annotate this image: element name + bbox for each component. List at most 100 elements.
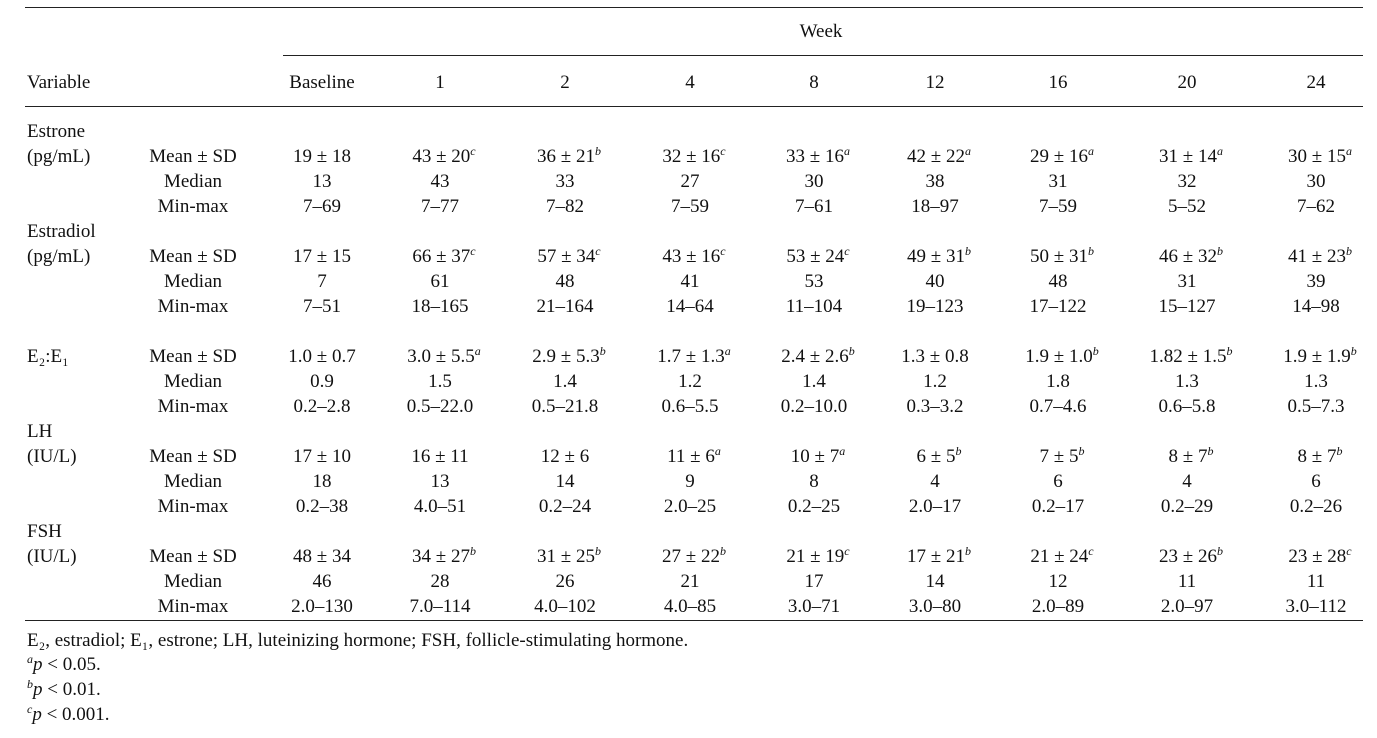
cell-value: 17–122 <box>1029 296 1087 317</box>
column-header: Baseline <box>289 72 355 93</box>
cell: 19 ± 18 <box>293 145 351 169</box>
cell-value: 0.5–21.8 <box>531 396 599 417</box>
cell: 9 <box>685 470 695 494</box>
cell: 21 ± 24c <box>1030 545 1093 569</box>
cell-value: 7–59 <box>1039 196 1077 217</box>
significance-mark: a <box>714 444 721 458</box>
cell: 7–69 <box>303 195 341 219</box>
significance-mark: b <box>1216 244 1223 258</box>
variable-name: (IU/L) <box>27 446 77 467</box>
cell: 3.0–112 <box>1285 595 1346 619</box>
cell: 0.5–22.0 <box>407 395 474 419</box>
cell-value: 57 ± 34 <box>537 246 596 267</box>
cell-value: 12 <box>1048 571 1068 592</box>
significance-mark: c <box>1346 544 1352 558</box>
cell: 46 ± 32b <box>1159 245 1223 269</box>
cell: 21–164 <box>537 295 594 319</box>
significance-mark: b <box>599 344 606 358</box>
significance-mark: b <box>848 344 855 358</box>
cell: 36 ± 21b <box>537 145 601 169</box>
footnote-text: < 0.001. <box>41 704 110 725</box>
cell-value: 43 <box>430 171 450 192</box>
cell-value: 14 <box>925 571 945 592</box>
cell-value: 21 <box>680 571 700 592</box>
cell: 14 <box>926 570 945 594</box>
cell-value: 1.3 ± 0.8 <box>901 346 969 367</box>
significance-mark: a <box>1345 144 1352 158</box>
cell-value: 43 ± 16 <box>662 246 721 267</box>
cell: 0.6–5.8 <box>1159 395 1216 419</box>
footnote-mark: a <box>27 652 33 666</box>
cell-value: 3.0–112 <box>1285 596 1347 617</box>
footnote: E₂, estradiol; E₁, estrone; LH, luteiniz… <box>27 629 688 653</box>
cell: 6 <box>1053 470 1063 494</box>
stat-label: Mean ± SD <box>149 246 237 267</box>
cell-value: 30 <box>804 171 824 192</box>
cell: 66 ± 37c <box>412 245 475 269</box>
cell: 0.2–26 <box>1290 495 1342 519</box>
variable-name: (pg/mL) <box>27 246 91 267</box>
cell: 7–51 <box>303 295 341 319</box>
cell: 4 <box>1182 470 1192 494</box>
cell: 18 <box>313 470 332 494</box>
cell: 14–98 <box>1292 295 1340 319</box>
cell-value: 7.0–114 <box>409 596 471 617</box>
cell-value: 2.4 ± 2.6 <box>781 346 849 367</box>
cell: 30 ± 15a <box>1288 145 1352 169</box>
cell-value: 66 ± 37 <box>412 246 471 267</box>
cell-value: 48 <box>1048 271 1068 292</box>
cell: 14–64 <box>666 295 714 319</box>
cell: 1.2 <box>678 370 702 394</box>
cell: 39 <box>1307 270 1326 294</box>
cell: 3.0 ± 5.5a <box>407 345 480 369</box>
cell-value: 4.0–85 <box>663 596 717 617</box>
cell: 7 ± 5b <box>1040 445 1085 469</box>
cell-value: 32 ± 16 <box>662 146 721 167</box>
cell: 2.0–25 <box>664 495 716 519</box>
header-rule <box>25 106 1363 107</box>
cell: 30 <box>1307 170 1326 194</box>
significance-mark: b <box>719 544 726 558</box>
significance-mark: a <box>964 144 971 158</box>
cell: 11 <box>1307 570 1325 594</box>
cell: 0.2–17 <box>1032 495 1084 519</box>
cell: 7–59 <box>671 195 709 219</box>
cell-value: 48 <box>555 271 575 292</box>
column-header: 24 <box>1306 72 1326 93</box>
cell-value: 14–98 <box>1292 296 1340 317</box>
cell: 8 <box>809 470 819 494</box>
cell: 19–123 <box>907 295 964 319</box>
column-header: 20 <box>1177 72 1197 93</box>
cell: 7–62 <box>1297 195 1335 219</box>
cell: 2.0–17 <box>909 495 961 519</box>
footnote-text: < 0.05. <box>42 654 101 675</box>
cell-value: 61 <box>430 271 450 292</box>
cell: 4.0–85 <box>664 595 716 619</box>
cell: 48 <box>556 270 575 294</box>
cell-value: 2.0–130 <box>291 596 353 617</box>
cell-value: 33 <box>555 171 575 192</box>
stat-label: Mean ± SD <box>149 446 237 467</box>
cell-value: 18 <box>312 471 332 492</box>
cell: 13 <box>313 170 332 194</box>
cell-value: 8 <box>809 471 819 492</box>
cell: 1.4 <box>553 370 577 394</box>
cell: 16 ± 11 <box>411 445 468 469</box>
cell: 0.9 <box>310 370 334 394</box>
footnote-mark: c <box>27 702 33 716</box>
cell-value: 33 ± 16 <box>786 146 844 167</box>
cell: 0.2–29 <box>1161 495 1213 519</box>
cell-value: 11 ± 6 <box>667 446 715 467</box>
column-header: 12 <box>925 72 945 93</box>
bottom-rule <box>25 620 1363 621</box>
cell: 1.4 <box>802 370 826 394</box>
cell-value: 1.9 ± 1.0 <box>1025 346 1093 367</box>
cell-value: 31 ± 14 <box>1159 146 1217 167</box>
cell: 8 ± 7b <box>1169 445 1214 469</box>
stat-label: Mean ± SD <box>149 346 237 367</box>
cell: 17 <box>805 570 824 594</box>
cell: 0.5–21.8 <box>532 395 599 419</box>
cell: 0.2–10.0 <box>781 395 848 419</box>
cell: 17 ± 15 <box>293 245 351 269</box>
